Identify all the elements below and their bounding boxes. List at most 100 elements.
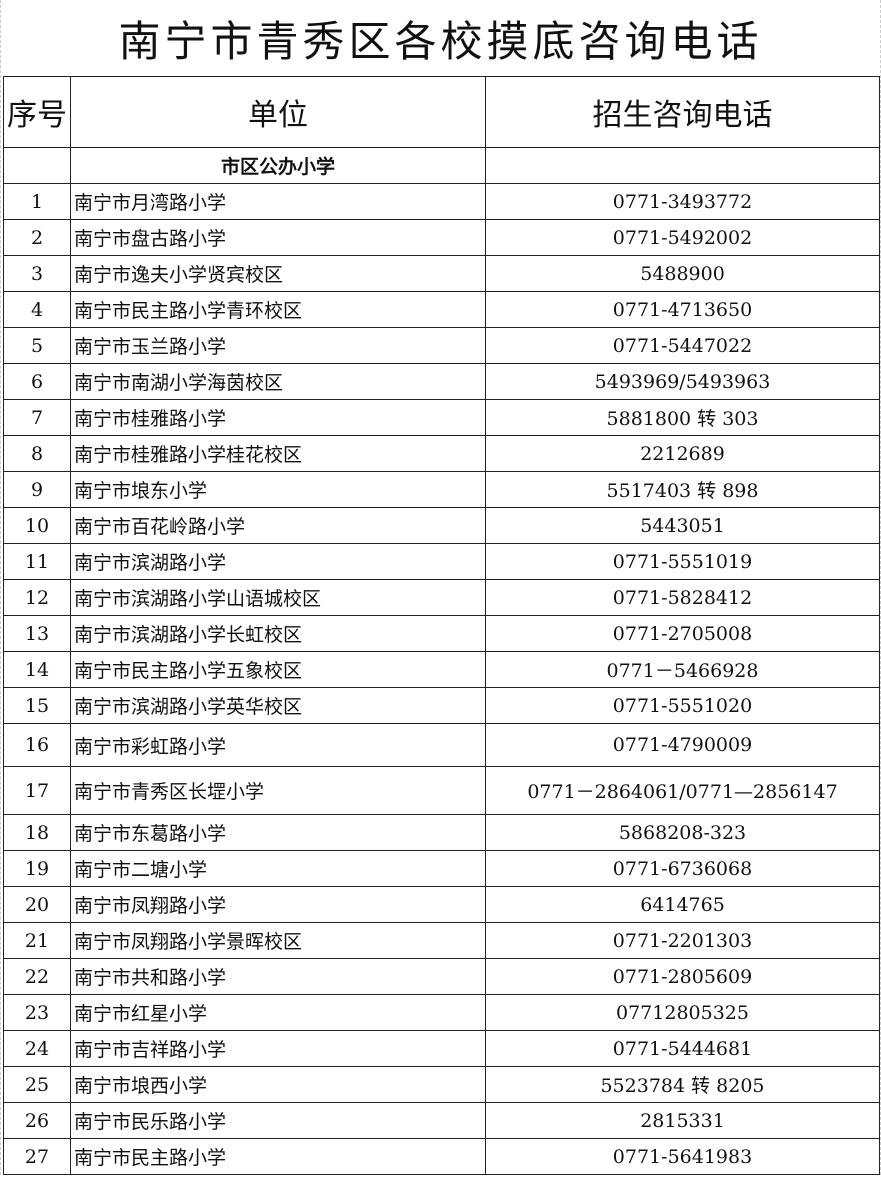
table-row: 3 南宁市逸夫小学贤宾校区 5488900 — [3, 255, 880, 292]
row-number: 1 — [3, 183, 71, 220]
row-number: 25 — [3, 1066, 71, 1103]
table-row: 8 南宁市桂雅路小学桂花校区 2212689 — [3, 435, 880, 472]
phone-number: 6414765 — [485, 886, 880, 923]
school-name: 南宁市南湖小学海茵校区 — [70, 363, 486, 400]
phone-number: 0771-2805609 — [485, 958, 880, 995]
table-row: 1 南宁市月湾路小学 0771-3493772 — [3, 183, 880, 220]
table-row: 18 南宁市东葛路小学 5868208-323 — [3, 814, 880, 851]
table-row: 20 南宁市凤翔路小学 6414765 — [3, 886, 880, 923]
row-number: 17 — [3, 766, 71, 815]
table-row: 10 南宁市百花岭路小学 5443051 — [3, 507, 880, 544]
phone-number: 0771-5828412 — [485, 579, 880, 616]
phone-number: 5523784 转 8205 — [485, 1066, 880, 1103]
table-row: 4 南宁市民主路小学青环校区 0771-4713650 — [3, 291, 880, 328]
school-name: 南宁市吉祥路小学 — [70, 1030, 486, 1067]
phone-number: 5488900 — [485, 255, 880, 292]
phone-number: 0771-4790009 — [485, 723, 880, 767]
header-unit: 单位 — [70, 76, 486, 148]
school-name: 南宁市盘古路小学 — [70, 219, 486, 256]
row-number: 15 — [3, 687, 71, 724]
phone-number: 5868208-323 — [485, 814, 880, 851]
table-row: 7 南宁市桂雅路小学 5881800 转 303 — [3, 399, 880, 436]
table-row: 22 南宁市共和路小学 0771-2805609 — [3, 958, 880, 995]
phone-number: 07712805325 — [485, 994, 880, 1031]
row-number: 5 — [3, 327, 71, 364]
school-name: 南宁市百花岭路小学 — [70, 507, 486, 544]
row-number: 11 — [3, 543, 71, 580]
school-name: 南宁市滨湖路小学山语城校区 — [70, 579, 486, 616]
table-row: 11 南宁市滨湖路小学 0771-5551019 — [3, 543, 880, 580]
row-number: 20 — [3, 886, 71, 923]
table-row: 26 南宁市民乐路小学 2815331 — [3, 1102, 880, 1139]
school-name: 南宁市月湾路小学 — [70, 183, 486, 220]
table-row: 6 南宁市南湖小学海茵校区 5493969/5493963 — [3, 363, 880, 400]
row-number: 18 — [3, 814, 71, 851]
table-row: 12 南宁市滨湖路小学山语城校区 0771-5828412 — [3, 579, 880, 616]
table-row: 25 南宁市埌西小学 5523784 转 8205 — [3, 1066, 880, 1103]
phone-number: 5517403 转 898 — [485, 471, 880, 508]
table-row: 15 南宁市滨湖路小学英华校区 0771-5551020 — [3, 687, 880, 724]
school-name: 南宁市桂雅路小学桂花校区 — [70, 435, 486, 472]
phone-number: 0771-5551020 — [485, 687, 880, 724]
school-name: 南宁市民主路小学 — [70, 1138, 486, 1175]
row-number: 6 — [3, 363, 71, 400]
row-number: 24 — [3, 1030, 71, 1067]
phone-number: 0771-5447022 — [485, 327, 880, 364]
school-name: 南宁市二塘小学 — [70, 850, 486, 887]
table-row: 24 南宁市吉祥路小学 0771-5444681 — [3, 1030, 880, 1067]
phone-number: 0771-5641983 — [485, 1138, 880, 1175]
row-number: 27 — [3, 1138, 71, 1175]
section-no-empty — [3, 147, 71, 184]
phone-number: 5493969/5493963 — [485, 363, 880, 400]
table-row: 16 南宁市彩虹路小学 0771-4790009 — [3, 723, 880, 767]
school-name: 南宁市滨湖路小学英华校区 — [70, 687, 486, 724]
phone-table: 序号 单位 招生咨询电话 市区公办小学 1 南宁市月湾路小学 0771-349377… — [3, 76, 880, 1175]
table-row: 5 南宁市玉兰路小学 0771-5447022 — [3, 327, 880, 364]
table-row: 21 南宁市凤翔路小学景晖校区 0771-2201303 — [3, 922, 880, 959]
school-name: 南宁市凤翔路小学 — [70, 886, 486, 923]
table-row: 13 南宁市滨湖路小学长虹校区 0771-2705008 — [3, 615, 880, 652]
phone-number: 0771-4713650 — [485, 291, 880, 328]
header-no: 序号 — [3, 76, 71, 148]
table-row: 23 南宁市红星小学 07712805325 — [3, 994, 880, 1031]
school-name: 南宁市逸夫小学贤宾校区 — [70, 255, 486, 292]
header-row: 序号 单位 招生咨询电话 — [3, 76, 880, 148]
phone-number: 2212689 — [485, 435, 880, 472]
school-name: 南宁市民主路小学五象校区 — [70, 651, 486, 688]
table-row: 19 南宁市二塘小学 0771-6736068 — [3, 850, 880, 887]
phone-number: 0771-5551019 — [485, 543, 880, 580]
school-name: 南宁市东葛路小学 — [70, 814, 486, 851]
school-name: 南宁市民主路小学青环校区 — [70, 291, 486, 328]
row-number: 16 — [3, 723, 71, 767]
school-name: 南宁市桂雅路小学 — [70, 399, 486, 436]
school-name: 南宁市共和路小学 — [70, 958, 486, 995]
table-row: 14 南宁市民主路小学五象校区 0771－5466928 — [3, 651, 880, 688]
row-number: 4 — [3, 291, 71, 328]
phone-number: 0771-5492002 — [485, 219, 880, 256]
school-name: 南宁市民乐路小学 — [70, 1102, 486, 1139]
row-number: 26 — [3, 1102, 71, 1139]
row-number: 10 — [3, 507, 71, 544]
row-number: 7 — [3, 399, 71, 436]
row-number: 3 — [3, 255, 71, 292]
row-number: 23 — [3, 994, 71, 1031]
table-row: 27 南宁市民主路小学 0771-5641983 — [3, 1138, 880, 1175]
row-number: 13 — [3, 615, 71, 652]
row-number: 8 — [3, 435, 71, 472]
section-label: 市区公办小学 — [70, 147, 486, 184]
phone-number: 0771-3493772 — [485, 183, 880, 220]
section-row: 市区公办小学 — [3, 147, 880, 184]
document-title: 南宁市青秀区各校摸底咨询电话 — [118, 17, 763, 66]
header-phone: 招生咨询电话 — [485, 76, 880, 148]
phone-number: 0771-2201303 — [485, 922, 880, 959]
school-name: 南宁市玉兰路小学 — [70, 327, 486, 364]
phone-number: 0771－5466928 — [485, 651, 880, 688]
phone-number: 0771-2705008 — [485, 615, 880, 652]
phone-number: 5443051 — [485, 507, 880, 544]
phone-number: 0771-5444681 — [485, 1030, 880, 1067]
school-name: 南宁市红星小学 — [70, 994, 486, 1031]
school-name: 南宁市青秀区长堽小学 — [70, 766, 486, 815]
row-number: 22 — [3, 958, 71, 995]
phone-number: 0771－2864061/0771—2856147 — [485, 766, 880, 815]
section-phone-empty — [485, 147, 880, 184]
